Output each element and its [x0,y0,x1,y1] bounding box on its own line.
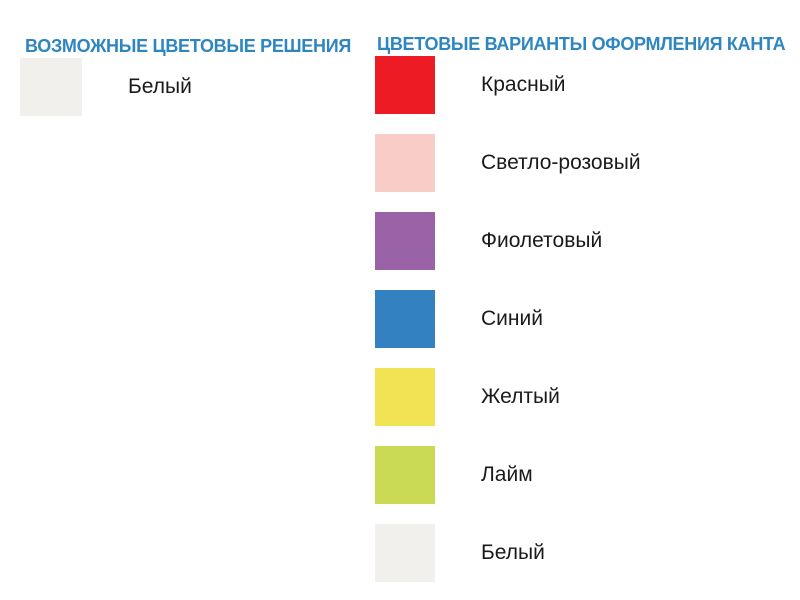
right-section-title: ЦВЕТОВЫЕ ВАРИАНТЫ ОФОРМЛЕНИЯ КАНТА [377,33,786,54]
color-label: Фиолетовый [481,229,603,252]
left-color-list: Белый [20,58,192,116]
color-swatch-violet [375,212,435,270]
color-label: Синий [481,307,543,330]
color-label: Желтый [481,385,560,408]
color-row-white: Белый [20,58,192,116]
right-color-list: Красный Светло-розовый Фиолетовый Синий … [375,56,641,582]
color-label: Лайм [481,463,533,486]
color-swatch-red [375,56,435,114]
color-row-lime: Лайм [375,446,641,504]
color-swatch-blue [375,290,435,348]
color-label: Светло-розовый [481,151,641,174]
color-swatch-lime [375,446,435,504]
color-row-white: Белый [375,524,641,582]
color-label: Белый [128,75,192,98]
left-section-title: ВОЗМОЖНЫЕ ЦВЕТОВЫЕ РЕШЕНИЯ [25,35,351,56]
color-swatch-light-pink [375,134,435,192]
color-label: Белый [481,541,545,564]
color-row-blue: Синий [375,290,641,348]
color-swatch-yellow [375,368,435,426]
color-swatch-white [20,58,82,116]
color-label: Красный [481,73,566,96]
color-swatch-white [375,524,435,582]
color-row-violet: Фиолетовый [375,212,641,270]
color-row-red: Красный [375,56,641,114]
color-row-yellow: Желтый [375,368,641,426]
color-row-light-pink: Светло-розовый [375,134,641,192]
